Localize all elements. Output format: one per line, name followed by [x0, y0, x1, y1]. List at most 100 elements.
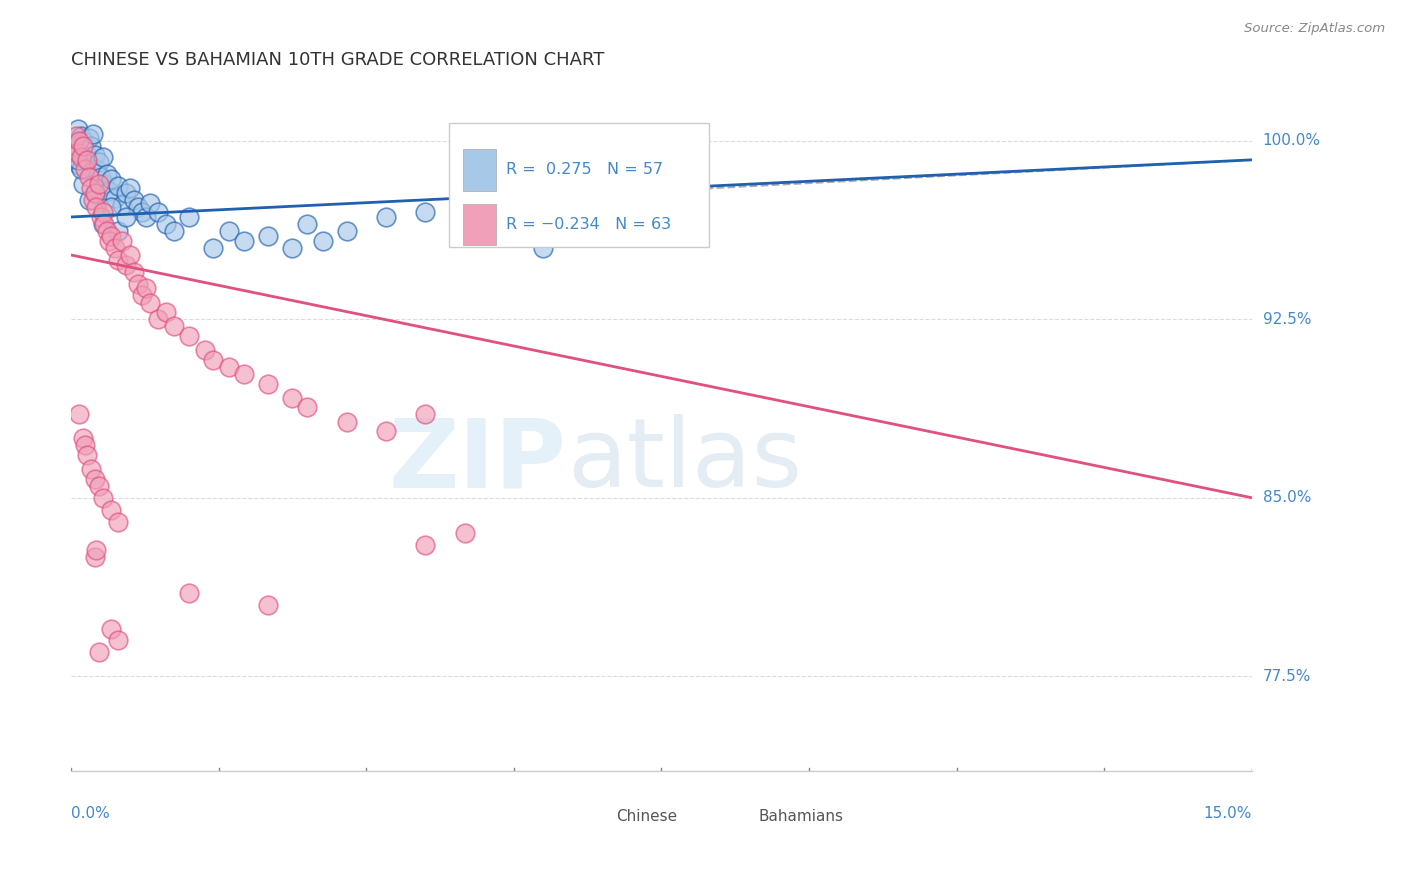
Point [131, 288, 153, 302]
Point [297, 401, 319, 415]
Point [107, 224, 129, 238]
Point [100, 201, 122, 215]
Point [90, 210, 112, 224]
Point [257, 376, 280, 391]
Point [139, 295, 162, 310]
Point [72, 138, 94, 153]
Point [75, 438, 97, 452]
Point [571, 229, 593, 244]
Point [82, 127, 104, 141]
Text: Source: ZipAtlas.com: Source: ZipAtlas.com [1244, 22, 1385, 36]
Point [257, 229, 280, 244]
Point [107, 515, 129, 529]
Text: R = −0.234   N = 63: R = −0.234 N = 63 [506, 217, 671, 232]
Point [100, 229, 122, 244]
Point [66, 122, 89, 136]
Point [115, 186, 138, 201]
Point [135, 210, 157, 224]
Point [75, 162, 97, 177]
Point [67, 158, 90, 172]
Point [93, 177, 115, 191]
Point [415, 538, 437, 552]
Point [83, 148, 105, 162]
Point [69, 129, 91, 144]
Point [91, 151, 114, 165]
Point [233, 234, 256, 248]
Point [179, 329, 201, 343]
Point [415, 205, 437, 219]
Point [86, 543, 108, 558]
Point [63, 145, 86, 160]
Point [77, 131, 100, 145]
Point [179, 586, 201, 600]
Point [201, 241, 224, 255]
FancyBboxPatch shape [449, 123, 709, 247]
Point [107, 179, 129, 194]
Point [336, 224, 359, 238]
Point [80, 181, 103, 195]
Point [336, 415, 359, 429]
Point [139, 195, 162, 210]
Point [375, 210, 398, 224]
Point [120, 181, 142, 195]
Text: 77.5%: 77.5% [1263, 669, 1310, 683]
Point [76, 153, 98, 167]
Point [87, 479, 110, 493]
Point [76, 153, 98, 167]
Point [67, 134, 90, 148]
Text: 85.0%: 85.0% [1263, 491, 1310, 505]
Point [218, 224, 240, 238]
Point [87, 155, 110, 169]
Point [90, 169, 112, 184]
Point [162, 319, 184, 334]
Point [233, 367, 256, 381]
Point [83, 550, 105, 565]
FancyBboxPatch shape [727, 806, 752, 829]
Point [87, 645, 110, 659]
Point [127, 277, 149, 291]
Point [82, 194, 104, 208]
Point [65, 129, 87, 144]
Point [83, 472, 105, 486]
Text: 100.0%: 100.0% [1263, 133, 1320, 148]
Point [91, 491, 114, 505]
Point [98, 234, 121, 248]
Point [146, 312, 169, 326]
Point [83, 186, 105, 201]
Point [96, 224, 118, 238]
Point [91, 205, 114, 219]
Point [62, 138, 84, 153]
Point [201, 352, 224, 367]
Point [77, 169, 100, 184]
Point [66, 153, 89, 167]
Point [454, 526, 477, 541]
Text: 92.5%: 92.5% [1263, 312, 1312, 326]
Point [83, 186, 105, 201]
Point [66, 145, 89, 160]
Text: 0.0%: 0.0% [72, 806, 110, 821]
Point [103, 241, 125, 255]
Point [115, 258, 138, 272]
Point [91, 217, 114, 231]
Point [312, 234, 335, 248]
Point [155, 217, 177, 231]
Point [122, 194, 145, 208]
Point [610, 217, 633, 231]
Point [103, 191, 125, 205]
Point [69, 162, 91, 177]
Text: CHINESE VS BAHAMIAN 10TH GRADE CORRELATION CHART: CHINESE VS BAHAMIAN 10TH GRADE CORRELATI… [72, 51, 605, 69]
Text: Bahamians: Bahamians [758, 809, 844, 823]
Point [454, 194, 477, 208]
Point [194, 343, 217, 358]
Point [120, 248, 142, 262]
Point [218, 359, 240, 374]
FancyBboxPatch shape [463, 149, 496, 191]
Point [122, 265, 145, 279]
Point [162, 224, 184, 238]
Point [131, 205, 153, 219]
FancyBboxPatch shape [585, 806, 610, 829]
Point [146, 205, 169, 219]
Point [127, 201, 149, 215]
Point [297, 217, 319, 231]
Point [80, 462, 103, 476]
